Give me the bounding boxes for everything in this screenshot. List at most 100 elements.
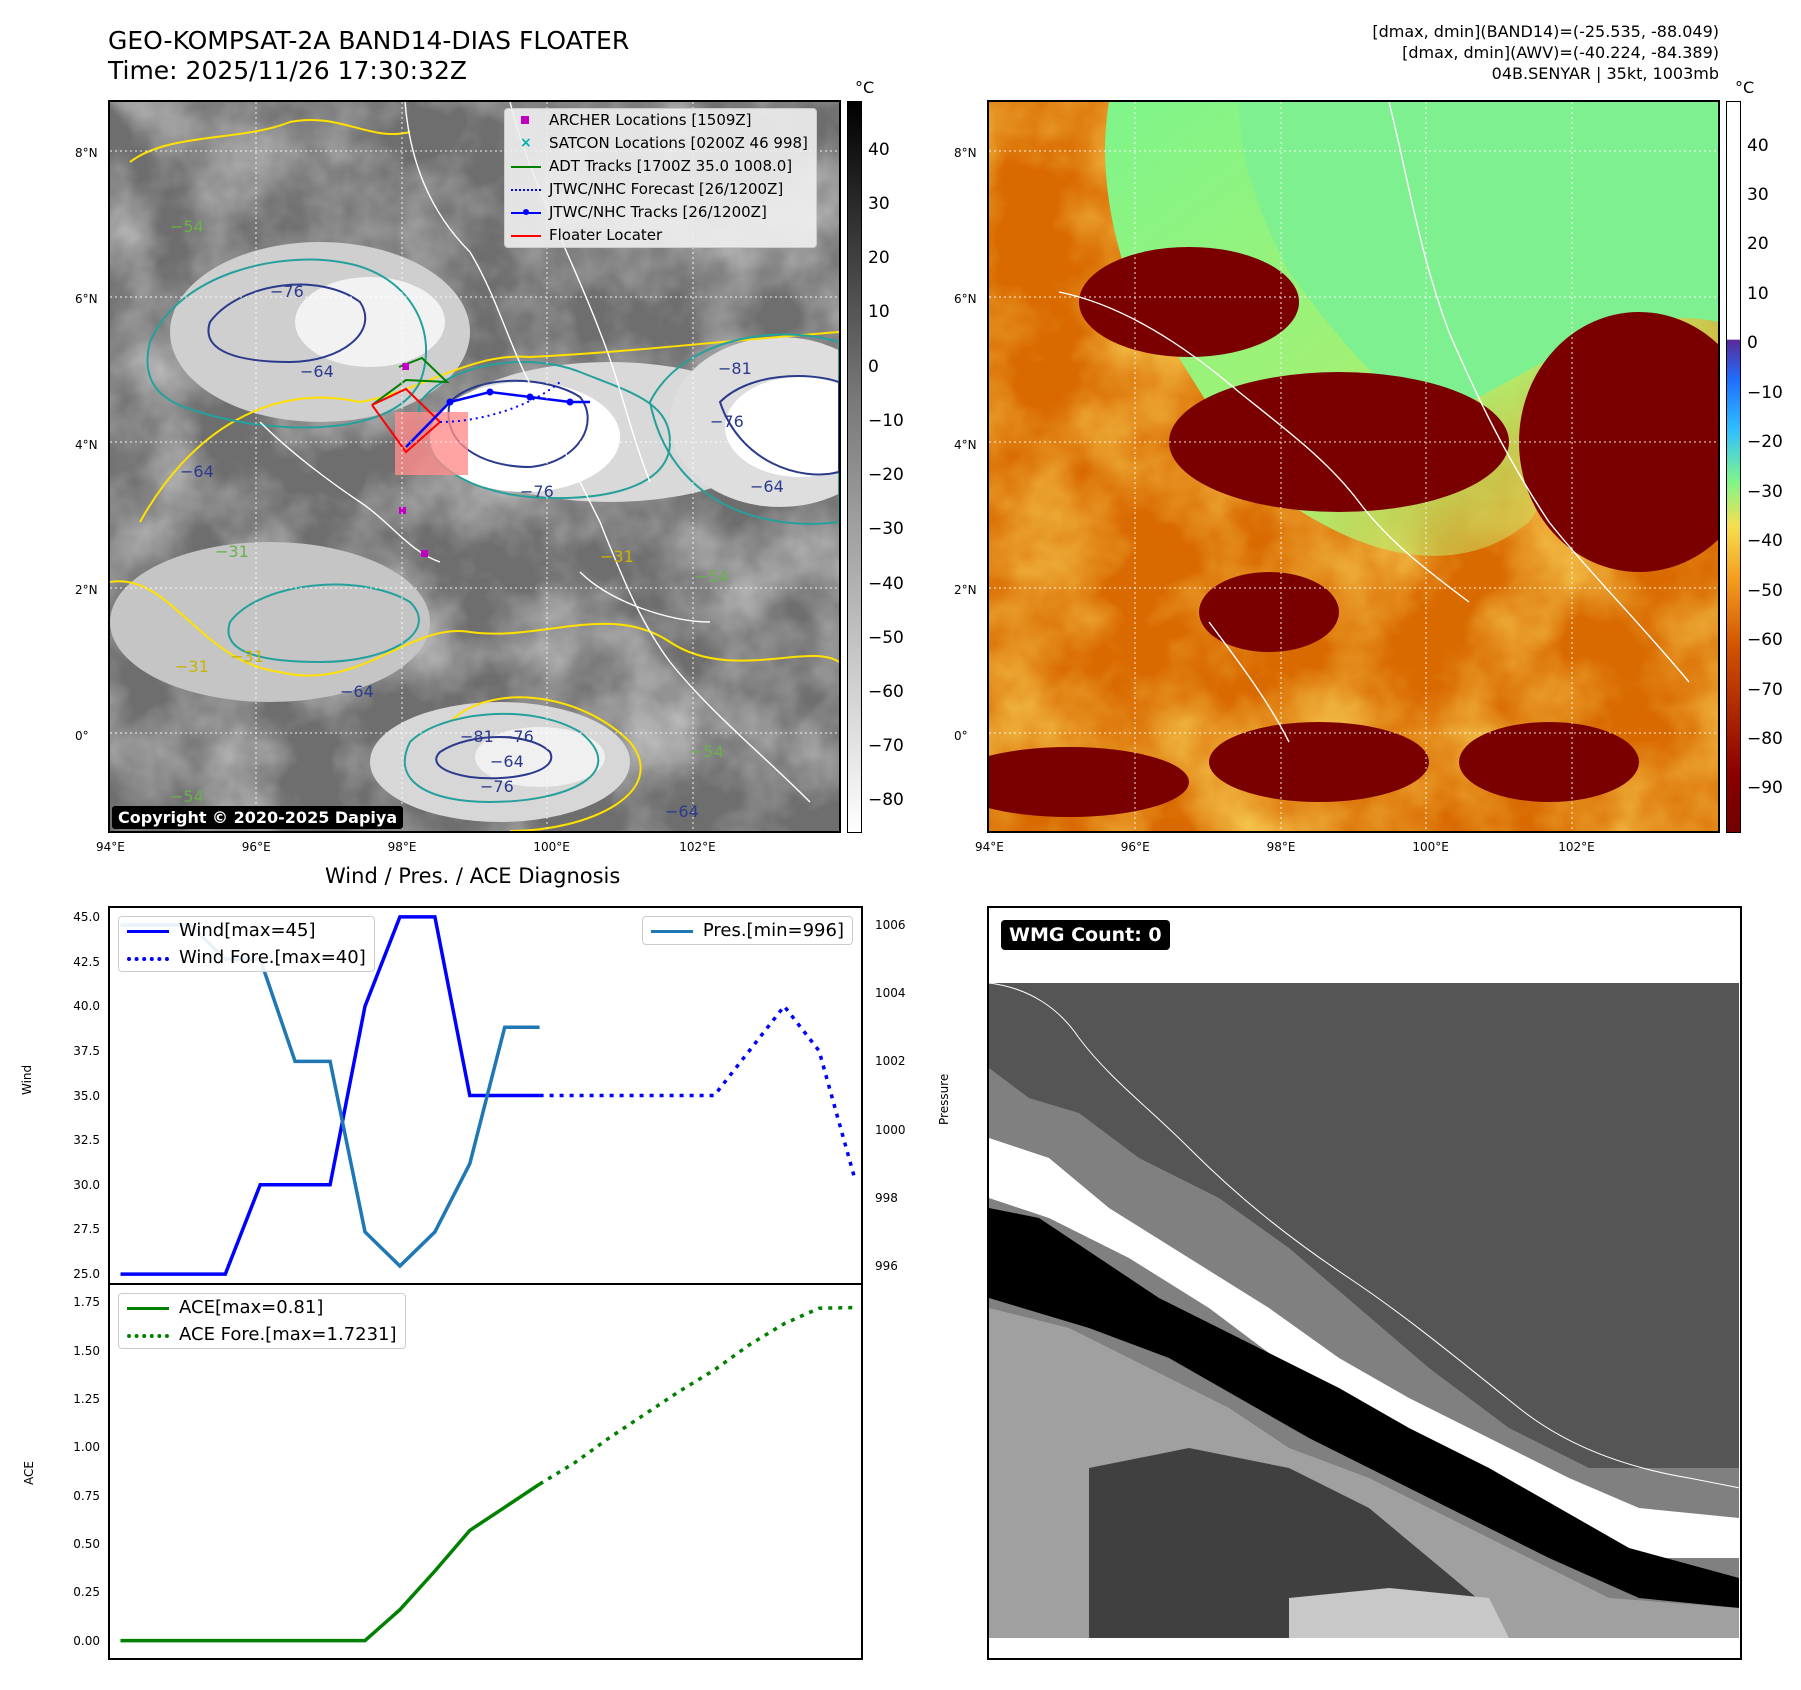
legend-entry-archer: ARCHER Locations [1509Z] — [505, 109, 816, 132]
pressure-axis-label: Pressure — [937, 1073, 951, 1125]
info-line-band14: [dmax, dmin](BAND14)=(-25.535, -88.049) — [1372, 22, 1719, 41]
contour-label: −31 — [175, 657, 209, 676]
contour-label: −54 — [690, 742, 724, 761]
pressure-tick: 996 — [875, 1258, 898, 1273]
ace-tick: 0.25 — [73, 1585, 100, 1600]
ir-lon-tick: 100°E — [533, 840, 570, 854]
ir-legend: ARCHER Locations [1509Z] × SATCON Locati… — [504, 108, 817, 248]
ace-tick: 0.00 — [73, 1633, 100, 1648]
info-line-storm: 04B.SENYAR | 35kt, 1003mb — [1491, 64, 1719, 83]
wind-axis-label: Wind — [20, 1064, 34, 1095]
legend-label: Wind[max=45] — [179, 920, 316, 941]
pressure-tick: 1000 — [875, 1122, 906, 1137]
awv-colorbar-tick: 20 — [1747, 234, 1769, 255]
ir-lat-tick: 2°N — [75, 583, 98, 598]
contour-label: −76 — [270, 282, 304, 301]
pressure-tick: 1002 — [875, 1054, 906, 1069]
pressure-tick: 1006 — [875, 918, 906, 933]
pressure-tick: 1004 — [875, 986, 906, 1001]
legend-entry-wind-forecast: Wind Fore.[max=40] — [119, 944, 374, 971]
legend-entry-floater: Floater Locater — [505, 224, 816, 247]
ir-colorbar-tick: −10 — [868, 410, 904, 431]
ace-plot: ACE[max=0.81] ACE Fore.[max=1.7231] — [108, 1283, 863, 1660]
legend-label: SATCON Locations [0200Z 46 998] — [549, 134, 808, 152]
wind-tick: 32.5 — [73, 1133, 100, 1148]
pressure-legend: Pres.[min=996] — [641, 916, 853, 945]
ir-colorbar-tick: −40 — [868, 573, 904, 594]
pressure-line-icon — [650, 930, 693, 933]
ir-colorbar-tick: −70 — [868, 736, 904, 757]
awv-colorbar-tick: −50 — [1747, 580, 1783, 601]
awv-colorbar-tick: 0 — [1747, 333, 1758, 354]
ir-lat-tick: 6°N — [75, 291, 98, 306]
awv-colorbar-tick: −10 — [1747, 382, 1783, 403]
contour-label: −76 — [480, 777, 514, 796]
satcon-marker-icon: × — [520, 135, 532, 151]
info-line-awv: [dmax, dmin](AWV)=(-40.224, -84.389) — [1402, 43, 1719, 62]
awv-colorbar-unit: °C — [1735, 78, 1755, 97]
ir-colorbar-tick: 40 — [868, 139, 890, 160]
wind-tick: 37.5 — [73, 1043, 100, 1058]
ir-map-panel: −76 −64 −54 −81 −76 −64 −31 −64 −76 −31 … — [108, 100, 841, 833]
pressure-tick: 998 — [875, 1190, 898, 1205]
contour-label: −31 — [215, 542, 249, 561]
contour-label: −64 — [180, 462, 214, 481]
series-line-wind-fore-max — [539, 1003, 856, 1177]
contour-label: −54 — [695, 567, 729, 586]
awv-colorbar-tick: −70 — [1747, 679, 1783, 700]
legend-entry-satcon: × SATCON Locations [0200Z 46 998] — [505, 132, 816, 155]
awv-colorbar — [1726, 101, 1741, 833]
ir-lat-tick: 4°N — [75, 437, 98, 452]
ir-lon-tick: 94°E — [96, 840, 125, 854]
ace-tick: 0.50 — [73, 1536, 100, 1551]
contour-label: −64 — [665, 802, 699, 821]
awv-colorbar-tick: −80 — [1747, 729, 1783, 750]
contour-label: −76 — [520, 482, 554, 501]
ir-colorbar-tick: −80 — [868, 790, 904, 811]
legend-label: ADT Tracks [1700Z 35.0 1008.0] — [549, 157, 793, 175]
legend-label: Floater Locater — [549, 226, 663, 244]
archer-marker-icon — [521, 116, 529, 124]
figure-title-line1: GEO-KOMPSAT-2A BAND14-DIAS FLOATER — [108, 26, 630, 55]
wind-tick: 42.5 — [73, 954, 100, 969]
wind-tick: 35.0 — [73, 1088, 100, 1103]
legend-entry-adt: ADT Tracks [1700Z 35.0 1008.0] — [505, 155, 816, 178]
ir-colorbar-tick: 30 — [868, 194, 890, 215]
ir-colorbar-tick: 0 — [868, 356, 879, 377]
awv-map-panel — [987, 100, 1720, 833]
ir-colorbar-tick: −50 — [868, 627, 904, 648]
tracks-dot-icon — [523, 209, 529, 215]
awv-lon-tick: 100°E — [1412, 840, 1449, 854]
ir-lon-tick: 96°E — [241, 840, 271, 854]
wind-tick: 27.5 — [73, 1222, 100, 1237]
wmg-image — [989, 982, 1740, 1638]
wind-tick: 30.0 — [73, 1177, 100, 1192]
contour-label: −31 — [230, 647, 264, 666]
forecast-line-icon — [511, 189, 541, 191]
awv-lat-tick: 4°N — [954, 437, 977, 452]
wmg-count-badge: WMG Count: 0 — [1001, 920, 1170, 950]
legend-label: ACE[max=0.81] — [179, 1297, 324, 1318]
wind-pressure-plot: Wind[max=45] Wind Fore.[max=40] Pres.[mi… — [108, 906, 863, 1285]
awv-lat-tick: 6°N — [954, 291, 977, 306]
awv-colorbar-tick: 10 — [1747, 283, 1769, 304]
awv-lat-tick: 8°N — [954, 146, 977, 161]
ace-forecast-line-icon — [127, 1334, 169, 1338]
legend-entry-ace: ACE[max=0.81] — [119, 1294, 405, 1321]
ir-lat-tick: 0° — [75, 729, 89, 744]
ir-colorbar — [847, 101, 862, 833]
contour-label: −76 — [710, 412, 744, 431]
awv-lon-tick: 98°E — [1266, 840, 1296, 854]
ace-axis-label: ACE — [22, 1461, 36, 1485]
awv-colorbar-tick: −20 — [1747, 432, 1783, 453]
awv-map-image — [989, 102, 1718, 831]
wind-tick: 45.0 — [73, 909, 100, 924]
awv-lon-tick: 102°E — [1558, 840, 1595, 854]
awv-lon-tick: 94°E — [975, 840, 1004, 854]
copyright-badge: Copyright © 2020-2025 Dapiya — [112, 806, 404, 829]
legend-label: ACE Fore.[max=1.7231] — [179, 1324, 397, 1345]
legend-label: JTWC/NHC Forecast [26/1200Z] — [549, 180, 784, 198]
awv-colorbar-tick: 30 — [1747, 184, 1769, 205]
ace-svg — [120, 1305, 855, 1643]
contour-label: −64 — [340, 682, 374, 701]
